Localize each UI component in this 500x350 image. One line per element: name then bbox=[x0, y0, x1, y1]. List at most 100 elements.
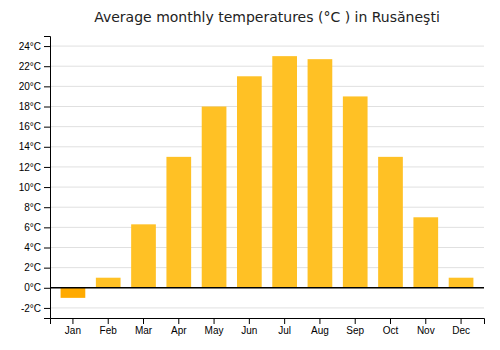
zero-line bbox=[50, 287, 484, 289]
y-tick-label: 0°C bbox=[24, 282, 41, 293]
y-tick: -2°C bbox=[21, 303, 50, 314]
x-tick: Nov bbox=[417, 318, 435, 336]
grid-line bbox=[50, 287, 484, 288]
x-tick: May bbox=[205, 318, 224, 336]
x-tick-label: Jul bbox=[278, 325, 291, 336]
x-tick-label: Dec bbox=[452, 325, 470, 336]
x-tick: Jul bbox=[278, 318, 291, 336]
y-tick: 6°C bbox=[24, 222, 50, 233]
x-tick-label: Nov bbox=[417, 325, 435, 336]
y-tick: 20°C bbox=[19, 81, 50, 92]
bar bbox=[449, 278, 474, 288]
x-tick: Mar bbox=[135, 318, 153, 336]
y-tick-label: 10°C bbox=[19, 182, 41, 193]
title: Average monthly temperatures (°C ) in Ru… bbox=[94, 9, 440, 25]
plot: -2°C 0°C 2°C 4°C 6°C 8°C 10°C 12°C 14°C 16°C 18°C 2… bbox=[19, 37, 485, 337]
x-tick-mark bbox=[425, 318, 426, 324]
bar bbox=[378, 157, 403, 288]
x-tick-label: Apr bbox=[171, 325, 187, 336]
y-tick-mark bbox=[44, 147, 50, 148]
x-tick-label: Mar bbox=[135, 325, 153, 336]
bar bbox=[343, 96, 368, 287]
x-tick-mark bbox=[249, 318, 250, 324]
y-tick-mark bbox=[44, 207, 50, 208]
y-tick-label: 12°C bbox=[19, 162, 41, 173]
y-tick: 8°C bbox=[24, 202, 50, 213]
x-tick: Aug bbox=[311, 318, 329, 336]
bar bbox=[272, 56, 297, 288]
x-tick-mark bbox=[143, 318, 144, 324]
x-tick-mark bbox=[284, 318, 285, 324]
y-tick-label: 20°C bbox=[19, 81, 41, 92]
x-tick-label: Oct bbox=[383, 325, 399, 336]
y-tick: 10°C bbox=[19, 182, 50, 193]
x-tick-mark bbox=[108, 318, 109, 324]
y-tick-label: 8°C bbox=[24, 202, 41, 213]
y-tick: 14°C bbox=[19, 141, 50, 152]
x-tick-label: Jan bbox=[65, 325, 81, 336]
x-tick-mark bbox=[390, 318, 391, 324]
grid-line bbox=[50, 106, 484, 107]
y-tick-mark bbox=[44, 248, 50, 249]
x-tick: Dec bbox=[452, 318, 470, 336]
x-tick: Oct bbox=[383, 318, 399, 336]
chart: -2°C 0°C 2°C 4°C 6°C 8°C 10°C 12°C 14°C 16°C 18°C 2… bbox=[0, 0, 500, 350]
y-tick-label: 18°C bbox=[19, 101, 41, 112]
x-tick: Sep bbox=[346, 318, 364, 336]
bars bbox=[61, 56, 474, 298]
y-tick-label: 6°C bbox=[24, 222, 41, 233]
x-tick-label: Jun bbox=[241, 325, 257, 336]
y-tick-mark bbox=[44, 268, 50, 269]
y-tick-mark bbox=[44, 167, 50, 168]
grid-line bbox=[50, 126, 484, 127]
grid bbox=[50, 46, 484, 308]
y-tick: 12°C bbox=[19, 162, 50, 173]
y-tick: 4°C bbox=[24, 242, 50, 253]
y-tick-mark bbox=[44, 227, 50, 228]
y-tick: 16°C bbox=[19, 121, 50, 132]
grid-line bbox=[50, 146, 484, 147]
y-tick-mark bbox=[44, 107, 50, 108]
x-tick-mark bbox=[178, 318, 179, 324]
x-tick: Jan bbox=[65, 318, 81, 336]
x-tick: Apr bbox=[171, 318, 187, 336]
y-tick: 24°C bbox=[19, 41, 50, 52]
y-tick-label: 22°C bbox=[19, 61, 41, 72]
y-axis: -2°C 0°C 2°C 4°C 6°C 8°C 10°C 12°C 14°C 16°C 18°C 2… bbox=[19, 37, 51, 319]
bar bbox=[96, 278, 121, 288]
y-tick: 2°C bbox=[24, 262, 50, 273]
y-tick: 18°C bbox=[19, 101, 50, 112]
x-tick-mark bbox=[355, 318, 356, 324]
x-tick-label: Aug bbox=[311, 325, 329, 336]
bar bbox=[237, 76, 262, 288]
grid-line bbox=[50, 166, 484, 167]
x-tick-mark bbox=[461, 318, 462, 324]
grid-line bbox=[50, 86, 484, 87]
bar bbox=[61, 288, 86, 298]
bar bbox=[166, 157, 191, 288]
baseline bbox=[50, 287, 484, 288]
x-tick-label: May bbox=[205, 325, 224, 336]
grid-line bbox=[50, 66, 484, 67]
y-tick-mark bbox=[44, 86, 50, 87]
y-tick-mark bbox=[44, 127, 50, 128]
y-axis-line bbox=[44, 37, 51, 319]
y-tick-mark bbox=[44, 308, 50, 309]
bar bbox=[202, 107, 227, 288]
x-tick-mark bbox=[319, 318, 320, 324]
y-tick-label: -2°C bbox=[21, 303, 41, 314]
y-tick: 22°C bbox=[19, 61, 50, 72]
x-tick: Jun bbox=[241, 318, 257, 336]
bar bbox=[413, 217, 438, 287]
x-tick-mark bbox=[72, 318, 73, 324]
x-axis-line bbox=[51, 319, 485, 325]
bar bbox=[308, 59, 333, 288]
x-tick-mark bbox=[214, 318, 215, 324]
x-tick-label: Feb bbox=[100, 325, 118, 336]
y-tick-label: 14°C bbox=[19, 141, 41, 152]
y-tick-mark bbox=[44, 46, 50, 47]
bar bbox=[131, 224, 156, 287]
y-tick: 0°C bbox=[24, 282, 50, 293]
grid-line bbox=[50, 307, 484, 308]
y-tick-label: 16°C bbox=[19, 121, 41, 132]
